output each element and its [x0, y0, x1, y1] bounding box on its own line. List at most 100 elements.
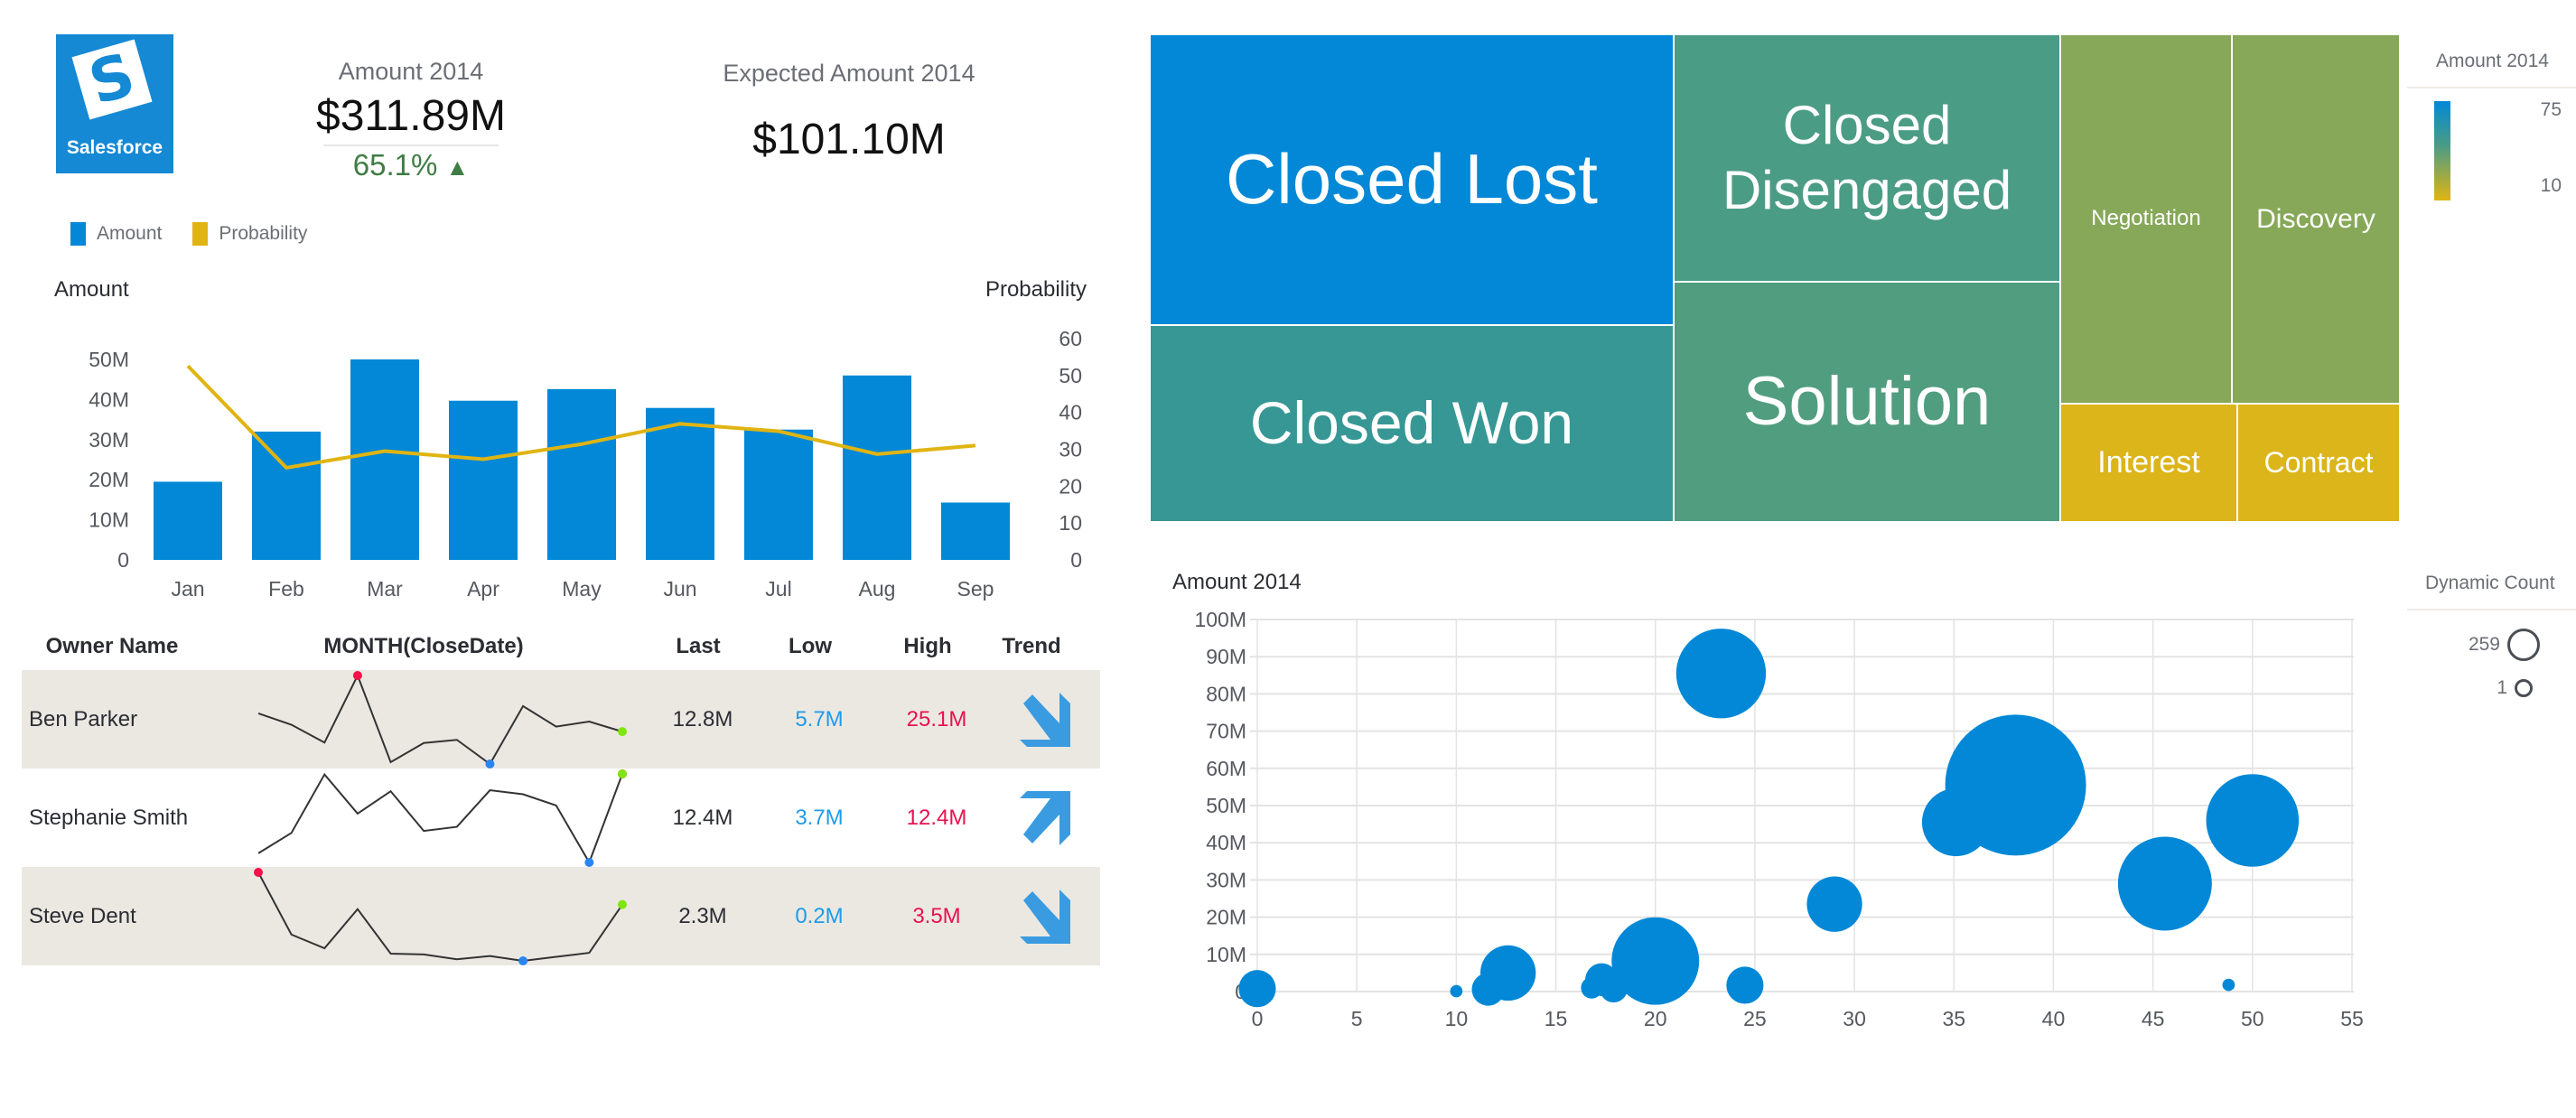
kpi-delta-value: 65.1%	[352, 148, 438, 182]
cell-label: Discovery	[2256, 203, 2375, 234]
cell-high: 25.1M	[906, 706, 967, 731]
bar-chart-legend: Amount Probability	[70, 222, 307, 246]
legend-item-min: 1	[2497, 677, 2533, 699]
bubble[interactable]	[2117, 836, 2212, 931]
cell-trend	[995, 790, 1095, 845]
y-axis-title: Amount 2014	[1172, 570, 1302, 594]
legend-label: 259	[2468, 634, 2500, 655]
legend-label: Probability	[219, 223, 308, 244]
treemap-cell-interest[interactable]: Interest	[2060, 404, 2237, 522]
cell-last: 12.4M	[672, 805, 733, 830]
cell-label: Closed Lost	[1226, 139, 1598, 219]
sparkline-path	[257, 772, 623, 865]
y-tick-label: 10M	[1206, 943, 1246, 966]
bar-jul[interactable]	[744, 429, 813, 560]
kpi-delta: 65.1% ▲	[316, 148, 506, 182]
bar-jun[interactable]	[646, 407, 714, 560]
bar-may[interactable]	[547, 388, 616, 560]
bubble[interactable]	[1480, 945, 1536, 1002]
treemap-cell-negotiation[interactable]: Negotiation	[2060, 34, 2232, 404]
cell-label: Closed Disengaged	[1722, 95, 2012, 220]
color-gradient-bar	[2434, 101, 2450, 200]
x-tick-label: Jan	[171, 577, 204, 601]
triangle-up-icon: ▲	[445, 154, 470, 181]
header-high[interactable]: High	[903, 634, 952, 658]
y-tick-label: 80M	[1206, 682, 1246, 705]
y-tick-label: 0	[117, 548, 129, 572]
bubble[interactable]	[1945, 714, 2086, 856]
table-row[interactable]: Ben Parker 12.8M 5.7M 25.1M	[22, 670, 1100, 769]
logo-glyph: S	[81, 39, 143, 119]
bubble[interactable]	[1611, 917, 1700, 1005]
kpi-expected-amount-2014: Expected Amount 2014 $101.10M	[705, 60, 994, 164]
bubble[interactable]	[2222, 978, 2235, 992]
bubble[interactable]	[1450, 984, 1463, 998]
bar-feb[interactable]	[252, 431, 321, 560]
bar-mar[interactable]	[350, 359, 419, 560]
y2-tick-label: 10	[1059, 511, 1082, 535]
bar-apr[interactable]	[449, 400, 518, 560]
logo-name: Salesforce	[66, 137, 163, 158]
kpi-value: $311.89M	[316, 92, 506, 140]
bubble[interactable]	[1726, 966, 1764, 1004]
x-tick-label: 5	[1351, 1007, 1363, 1030]
kpi-amount-2014: Amount 2014 $311.89M 65.1% ▲	[316, 58, 506, 182]
cell-last: 2.3M	[678, 903, 727, 928]
legend-swatch	[192, 222, 209, 246]
y-tick-label: 30M	[1206, 868, 1246, 891]
y-tick-label: 40M	[1206, 831, 1246, 854]
cell-trend	[995, 889, 1095, 944]
legend-label: Amount	[97, 223, 163, 244]
x-tick-label: Sep	[957, 577, 994, 601]
y-tick-label: 50M	[89, 348, 129, 371]
bar-sep[interactable]	[941, 502, 1010, 560]
header-trend[interactable]: Trend	[1002, 634, 1061, 658]
table-row[interactable]: Steve Dent 2.3M 0.2M 3.5M	[22, 867, 1100, 965]
table-row[interactable]: Stephanie Smith 12.4M 3.7M 12.4M	[22, 769, 1100, 867]
cell-label: Interest	[2097, 445, 2200, 480]
header-last[interactable]: Last	[676, 634, 721, 658]
x-tick-label: Aug	[859, 577, 896, 601]
x-tick-label: Jul	[765, 577, 791, 601]
owner-table: Owner Name MONTH(CloseDate) Last Low Hig…	[22, 623, 1100, 965]
y2-tick-label: 50	[1059, 364, 1082, 387]
bubble[interactable]	[1675, 629, 1767, 719]
bubble[interactable]	[1806, 876, 1862, 932]
x-tick-label: 0	[1252, 1007, 1264, 1030]
legend-item-amount[interactable]: Amount	[70, 222, 162, 246]
owner-name: Stephanie Smith	[29, 805, 189, 830]
treemap-cell-closed-lost[interactable]: Closed Lost	[1150, 34, 1674, 325]
x-tick-label: 15	[1545, 1007, 1568, 1030]
bar-jan[interactable]	[154, 481, 222, 560]
x-tick-label: Jun	[663, 577, 696, 601]
x-tick-label: 25	[1743, 1007, 1767, 1030]
circle-size-icon	[2515, 679, 2533, 697]
sparkline-low-dot	[584, 858, 594, 867]
treemap-cell-closed-won[interactable]: Closed Won	[1150, 325, 1674, 522]
x-tick-label: Mar	[367, 577, 403, 601]
legend-item-probability[interactable]: Probability	[192, 222, 307, 246]
treemap-cell-discovery[interactable]: Discovery	[2232, 34, 2400, 404]
treemap-cell-contract[interactable]: Contract	[2237, 404, 2400, 522]
treemap-cell-solution[interactable]: Solution	[1674, 282, 2060, 522]
x-tick-label: 35	[1942, 1007, 1965, 1030]
sparkline	[247, 867, 645, 965]
arrow-up-right-icon	[1020, 790, 1070, 845]
arrow-down-right-icon	[1020, 692, 1070, 747]
treemap-cell-closed-disengaged[interactable]: Closed Disengaged	[1674, 34, 2060, 282]
cell-label: Contract	[2263, 446, 2374, 480]
bubble[interactable]	[1238, 970, 1276, 1008]
x-tick-label: 45	[2142, 1007, 2165, 1030]
header-low[interactable]: Low	[789, 634, 832, 658]
header-owner-name[interactable]: Owner Name	[45, 634, 179, 658]
y-tick-label: 20M	[1206, 906, 1246, 929]
bubble[interactable]	[2206, 774, 2300, 867]
y-tick-label: 10M	[89, 508, 129, 532]
dynamic-count-legend: Dynamic Count 259 1	[2407, 560, 2576, 722]
cell-trend	[995, 692, 1095, 747]
bar-aug[interactable]	[843, 375, 911, 560]
logo-mark-icon: S	[71, 39, 153, 120]
legend-title: Dynamic Count	[2407, 560, 2576, 610]
header-month-closedate[interactable]: MONTH(CloseDate)	[323, 634, 524, 658]
sparkline-high-dot	[352, 671, 362, 680]
